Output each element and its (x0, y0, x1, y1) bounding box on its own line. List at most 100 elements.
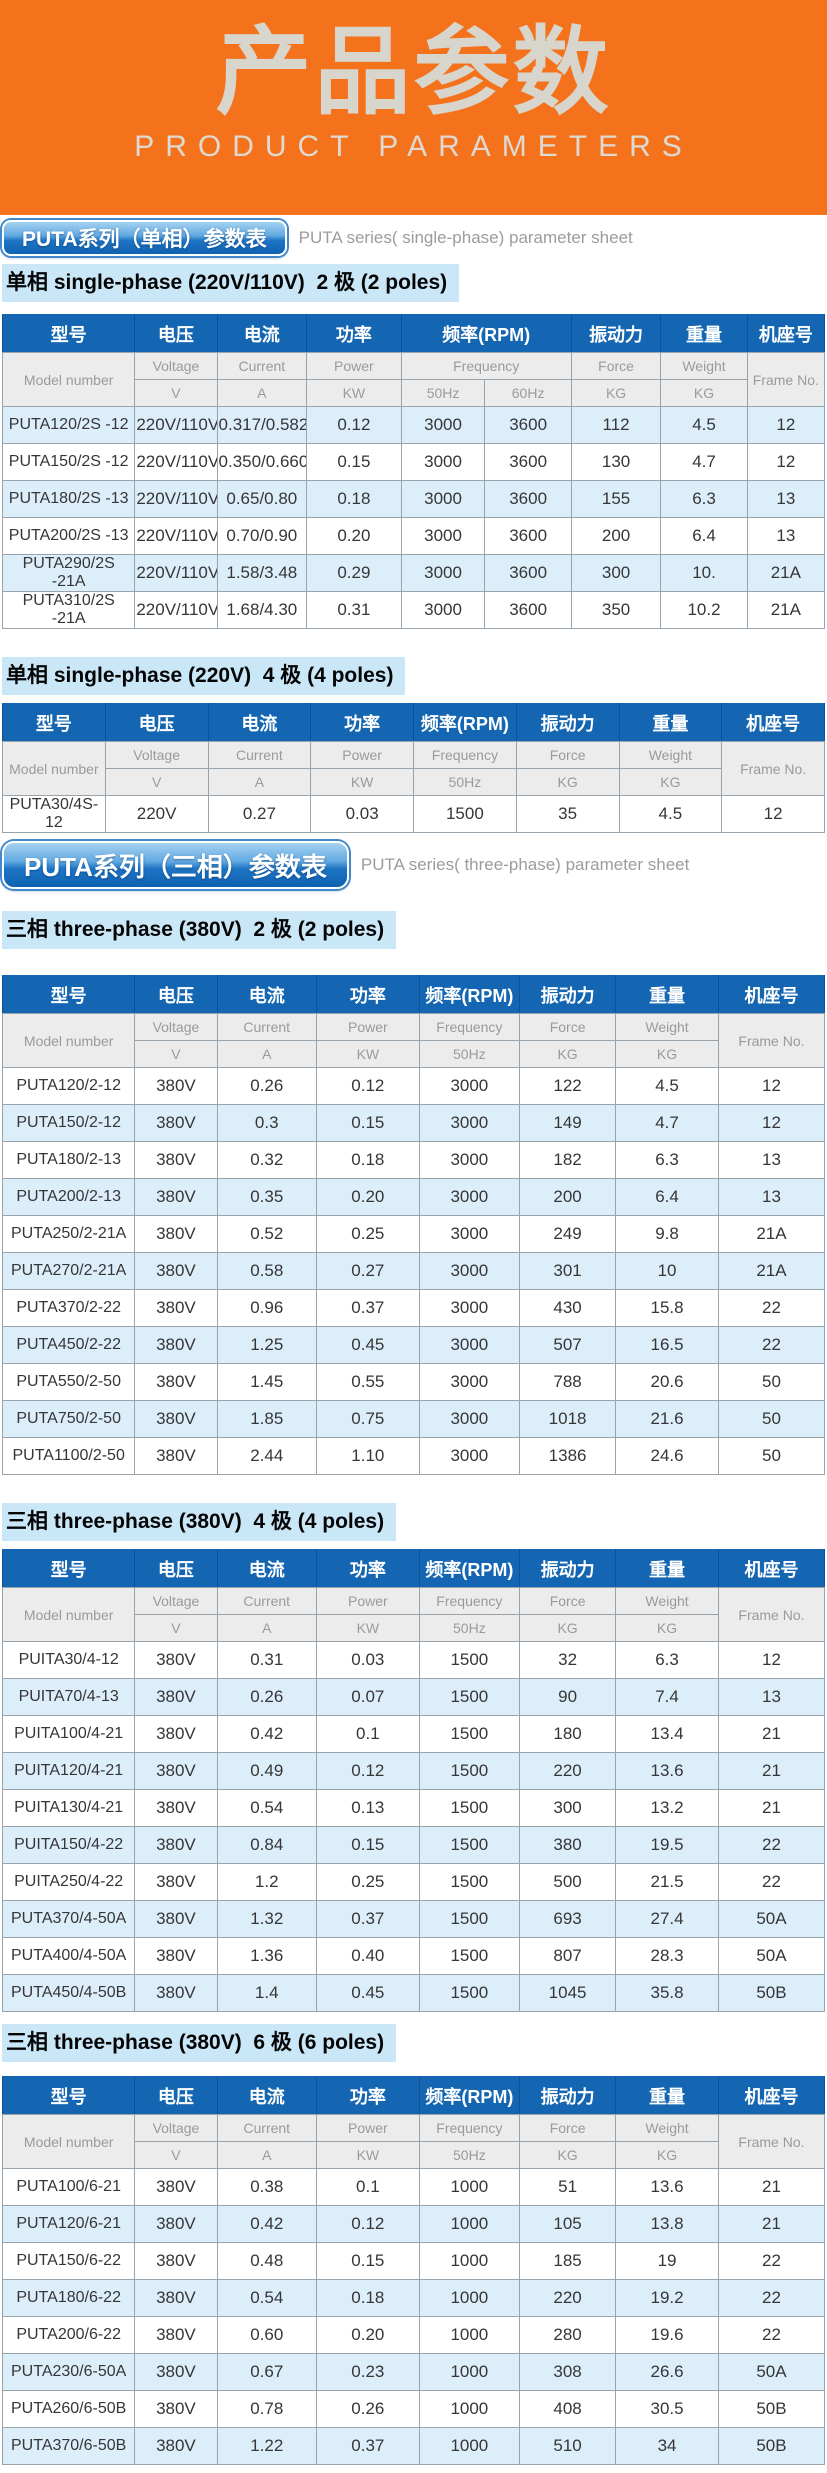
value-cell: 6.3 (615, 1141, 719, 1179)
value-cell: 220V/110V (134, 591, 218, 629)
column-header: Force (518, 2114, 617, 2142)
section-wrap: 三相 three-phase (380V) 4 极 (4 poles) (2, 1503, 825, 1541)
model-cell: PUITA150/4-22 (1, 1826, 136, 1864)
column-header-cn: 功率 (315, 2076, 420, 2115)
column-header-model: Model number (1, 1587, 136, 1642)
value-cell: 13.4 (615, 1715, 719, 1753)
model-cell: PUTA450/2-22 (1, 1326, 136, 1364)
value-cell: 12 (717, 1104, 826, 1142)
value-cell: 0.18 (315, 1141, 420, 1179)
value-cell: 0.20 (315, 2316, 420, 2354)
value-cell: 21A (746, 591, 826, 629)
unit-header: KG (615, 1040, 719, 1068)
value-cell: 1500 (418, 1641, 521, 1679)
column-header-cn: 机座号 (717, 1549, 826, 1588)
value-cell: 0.27 (315, 1252, 420, 1290)
value-cell: 380V (134, 1215, 218, 1253)
column-header: Power (315, 1587, 420, 1615)
value-cell: 10 (615, 1252, 719, 1290)
value-cell: 1000 (418, 2279, 521, 2317)
value-cell: 0.27 (207, 795, 312, 833)
unit-header: KG (618, 768, 723, 796)
value-cell: 4.5 (615, 1067, 719, 1105)
value-cell: 1.2 (216, 1863, 317, 1901)
value-cell: 0.55 (315, 1363, 420, 1401)
parameter-table-single-4pole: 型号 电压 电流 功率 频率(RPM) 振动力 重量 机座号 Model number Volta… (2, 703, 825, 833)
value-cell: 220 (518, 2279, 617, 2317)
table-row: PUTA180/2S -13 220V/110V 0.65/0.80 0.18 3000… (1, 480, 826, 518)
value-cell: 1.32 (216, 1900, 317, 1938)
section-heading-three-6pole: 三相 three-phase (380V) 6 极 (6 poles) (2, 2024, 397, 2062)
value-cell: 380V (134, 2168, 218, 2206)
model-cell: PUTA180/6-22 (1, 2279, 136, 2317)
value-cell: 0.31 (216, 1641, 317, 1679)
model-cell: PUTA450/4-50B (1, 1974, 136, 2012)
value-cell: 35.8 (615, 1974, 719, 2012)
value-cell: 788 (518, 1363, 617, 1401)
value-cell: 200 (570, 517, 662, 555)
column-header-cn: 振动力 (518, 2076, 617, 2115)
value-cell: 380V (134, 2390, 218, 2428)
model-cell: PUTA100/6-21 (1, 2168, 136, 2206)
table-row: PUTA450/4-50B 380V 1.4 0.45 1500 1045 35.8 50B (1, 1974, 826, 2012)
content: PUTA系列（单相）参数表 PUTA series( single-phase)… (0, 220, 827, 2465)
value-cell: 220V/110V (134, 406, 218, 444)
column-header-cn: 频率(RPM) (418, 1549, 521, 1588)
unit-header: V (134, 1040, 218, 1068)
value-cell: 1500 (413, 795, 517, 833)
value-cell: 1500 (418, 1900, 521, 1938)
value-cell: 0.75 (315, 1400, 420, 1438)
value-cell: 0.1 (315, 2168, 420, 2206)
column-header-cn: 重量 (660, 314, 748, 353)
value-cell: 3000 (418, 1400, 521, 1438)
model-cell: PUTA30/4S-12 (2, 795, 106, 833)
value-cell: 13 (717, 1678, 826, 1716)
value-cell: 220V (104, 795, 209, 833)
table-row: PUTA180/2-13 380V 0.32 0.18 3000 182 6.3 13 (1, 1141, 826, 1179)
value-cell: 380V (134, 1067, 218, 1105)
value-cell: 1500 (418, 1974, 521, 2012)
value-cell: 122 (518, 1067, 617, 1105)
column-header-cn: 机座号 (717, 975, 826, 1014)
value-cell: 308 (518, 2353, 617, 2391)
value-cell: 21 (717, 1789, 826, 1827)
model-cell: PUITA130/4-21 (1, 1789, 136, 1827)
value-cell: 1018 (518, 1400, 617, 1438)
series-badge-three-phase: PUTA系列（三相）参数表 (2, 841, 349, 889)
value-cell: 1.22 (216, 2427, 317, 2465)
table-row: PUITA130/4-21 380V 0.54 0.13 1500 300 13.2 21 (1, 1789, 826, 1827)
value-cell: 430 (518, 1289, 617, 1327)
section-wrap: 三相 three-phase (380V) 2 极 (2 poles) (2, 911, 825, 949)
value-cell: 13 (717, 1141, 826, 1179)
series-note-single-phase: PUTA series( single-phase) parameter she… (298, 228, 633, 247)
unit-header: V (134, 379, 218, 407)
value-cell: 3000 (418, 1178, 521, 1216)
value-cell: 21A (717, 1252, 826, 1290)
value-cell: 3000 (418, 1326, 521, 1364)
value-cell: 13 (746, 517, 826, 555)
value-cell: 1500 (418, 1826, 521, 1864)
column-header: Weight (615, 1587, 719, 1615)
value-cell: 0.3 (216, 1104, 317, 1142)
column-header: Current (216, 1587, 317, 1615)
unit-header: A (216, 379, 308, 407)
value-cell: 50A (717, 1900, 826, 1938)
column-header-frame: Frame No. (717, 1587, 826, 1642)
column-header-cn: 机座号 (746, 314, 826, 353)
value-cell: 0.12 (306, 406, 402, 444)
value-cell: 13 (717, 1178, 826, 1216)
series-badge-single-phase: PUTA系列（单相）参数表 (2, 220, 287, 256)
parameter-table-three-4pole: 型号 电压 电流 功率 频率(RPM) 振动力 重量 机座号 Model number Volta… (1, 1549, 826, 2012)
model-cell: PUITA30/4-12 (1, 1641, 136, 1679)
value-cell: 380V (134, 1678, 218, 1716)
table-row: PUTA400/4-50A 380V 1.36 0.40 1500 807 28.3 50A (1, 1937, 826, 1975)
value-cell: 301 (518, 1252, 617, 1290)
column-header: Weight (618, 741, 723, 769)
value-cell: 21 (717, 2205, 826, 2243)
value-cell: 0.15 (315, 1826, 420, 1864)
value-cell: 1500 (418, 1789, 521, 1827)
value-cell: 0.54 (216, 2279, 317, 2317)
value-cell: 24.6 (615, 1437, 719, 1475)
value-cell: 0.65/0.80 (216, 480, 308, 518)
model-cell: PUTA180/2-13 (1, 1141, 136, 1179)
